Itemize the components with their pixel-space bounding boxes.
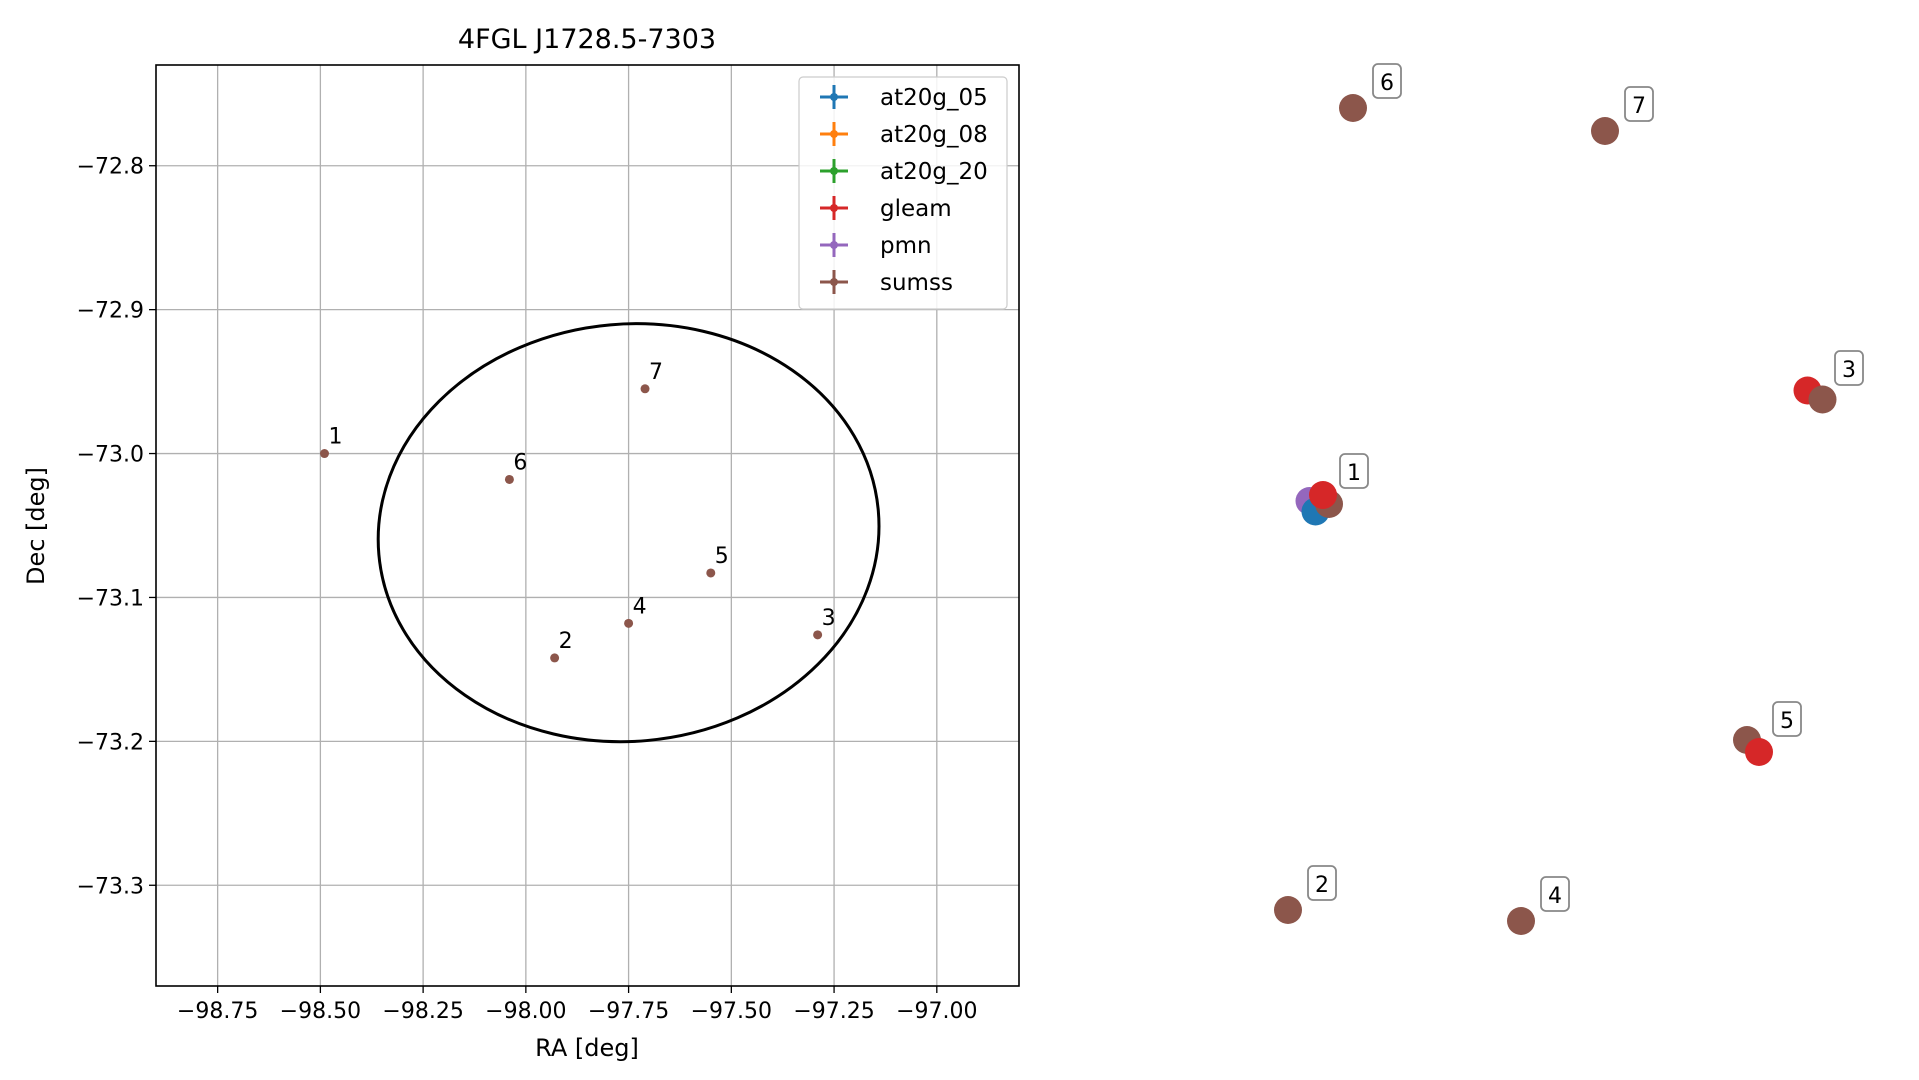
y-tick-label: −73.3 xyxy=(77,874,144,899)
point-label: 5 xyxy=(715,544,729,569)
right-plot: 6 7 3 1 5 2 4 xyxy=(1274,63,1864,935)
chart-title: 4FGL J1728.5-7303 xyxy=(458,24,716,55)
marker-group-7: 7 xyxy=(1591,86,1654,145)
marker-group-label: 2 xyxy=(1315,873,1329,898)
legend-entry-at20g_05: at20g_05 xyxy=(820,85,988,111)
x-axis-label: RA [deg] xyxy=(535,1034,639,1062)
x-tick-label: −98.50 xyxy=(280,999,361,1024)
legend-label: at20g_05 xyxy=(880,85,988,111)
legend-marker-dot xyxy=(830,204,838,212)
legend-entry-pmn: pmn xyxy=(820,233,932,259)
legend-label: at20g_08 xyxy=(880,122,988,148)
y-tick-label: −73.0 xyxy=(77,443,144,468)
marker-sumss-4 xyxy=(1507,907,1535,935)
marker-sumss-6 xyxy=(1339,94,1367,122)
legend-entry-at20g_08: at20g_08 xyxy=(820,122,988,148)
x-tick-label: −97.50 xyxy=(691,999,772,1024)
y-tick-label: −73.2 xyxy=(77,730,144,755)
marker-group-label-box xyxy=(1624,86,1654,122)
point-label: 3 xyxy=(822,606,836,631)
data-point-sumss-5 xyxy=(706,568,716,578)
x-tick-label: −98.25 xyxy=(382,999,463,1024)
legend-label: pmn xyxy=(880,233,932,259)
y-tick-label: −73.1 xyxy=(77,586,144,611)
legend-entry-gleam: gleam xyxy=(820,196,952,222)
marker-group-5: 5 xyxy=(1733,701,1802,766)
point-label: 7 xyxy=(649,360,663,385)
legend-entry-at20g_20: at20g_20 xyxy=(820,159,988,185)
marker-sumss-3 xyxy=(1808,385,1837,414)
marker-group-1: 1 xyxy=(1295,453,1369,526)
data-point-sumss-4 xyxy=(624,618,634,628)
y-tick-label: −72.9 xyxy=(77,299,144,324)
data-point-sumss-1 xyxy=(319,449,329,459)
legend-box xyxy=(798,76,1008,310)
marker-group-label: 1 xyxy=(1347,461,1361,486)
legend-marker-dot xyxy=(830,241,838,249)
marker-group-2: 2 xyxy=(1274,865,1337,924)
y-axis-label: Dec [deg] xyxy=(22,467,50,585)
x-tick-label: −97.00 xyxy=(896,999,977,1024)
y-axis-ticks: −72.8 −72.9 −73.0 −73.1 −73.2 −73.3 xyxy=(77,155,156,899)
x-tick-label: −97.75 xyxy=(588,999,669,1024)
data-point-sumss-2 xyxy=(550,653,560,663)
error-ellipse-layer xyxy=(376,322,881,744)
sumss-points: 1 2 3 4 5 6 7 xyxy=(319,360,836,663)
legend-entry-sumss: sumss xyxy=(820,270,953,296)
x-tick-label: −98.75 xyxy=(177,999,258,1024)
point-label: 1 xyxy=(328,425,342,450)
marker-gleam-1 xyxy=(1309,481,1337,509)
marker-group-label-box xyxy=(1339,453,1369,489)
axes-frame xyxy=(155,64,1020,987)
y-tick-label: −72.8 xyxy=(77,155,144,180)
marker-group-label-box xyxy=(1372,63,1402,99)
marker-group-label-box xyxy=(1307,865,1337,901)
x-tick-label: −98.00 xyxy=(485,999,566,1024)
point-label: 6 xyxy=(513,450,527,475)
marker-group-label: 7 xyxy=(1632,94,1646,119)
legend-label: gleam xyxy=(880,196,952,222)
legend-marker-dot xyxy=(830,130,838,138)
point-label: 2 xyxy=(559,629,573,654)
marker-group-label-box xyxy=(1772,701,1802,737)
marker-group-label: 6 xyxy=(1380,71,1394,96)
marker-group-6: 6 xyxy=(1339,63,1402,122)
data-point-sumss-3 xyxy=(813,630,823,640)
legend-label: at20g_20 xyxy=(880,159,988,185)
legend-marker-dot xyxy=(830,93,838,101)
marker-group-label-box xyxy=(1540,876,1570,912)
legend-label: sumss xyxy=(880,270,953,296)
point-label: 4 xyxy=(633,594,647,619)
marker-sumss-2 xyxy=(1274,896,1302,924)
data-point-sumss-6 xyxy=(504,474,514,484)
marker-group-label: 4 xyxy=(1548,884,1562,909)
legend-marker-dot xyxy=(830,167,838,175)
marker-group-3: 3 xyxy=(1793,350,1864,414)
marker-sumss-7 xyxy=(1591,117,1619,145)
x-axis-ticks: −98.75 −98.50 −98.25 −98.00 −97.75 −97.50 −97.… xyxy=(177,986,978,1024)
marker-group-4: 4 xyxy=(1507,876,1570,935)
marker-group-label: 3 xyxy=(1842,358,1856,383)
marker-group-label: 5 xyxy=(1780,709,1794,734)
x-tick-label: −97.25 xyxy=(793,999,874,1024)
error-ellipse xyxy=(376,322,881,744)
marker-group-label-box xyxy=(1834,350,1864,386)
legend-marker-dot xyxy=(830,278,838,286)
marker-gleam-5 xyxy=(1745,738,1773,766)
data-point-sumss-7 xyxy=(640,384,650,394)
